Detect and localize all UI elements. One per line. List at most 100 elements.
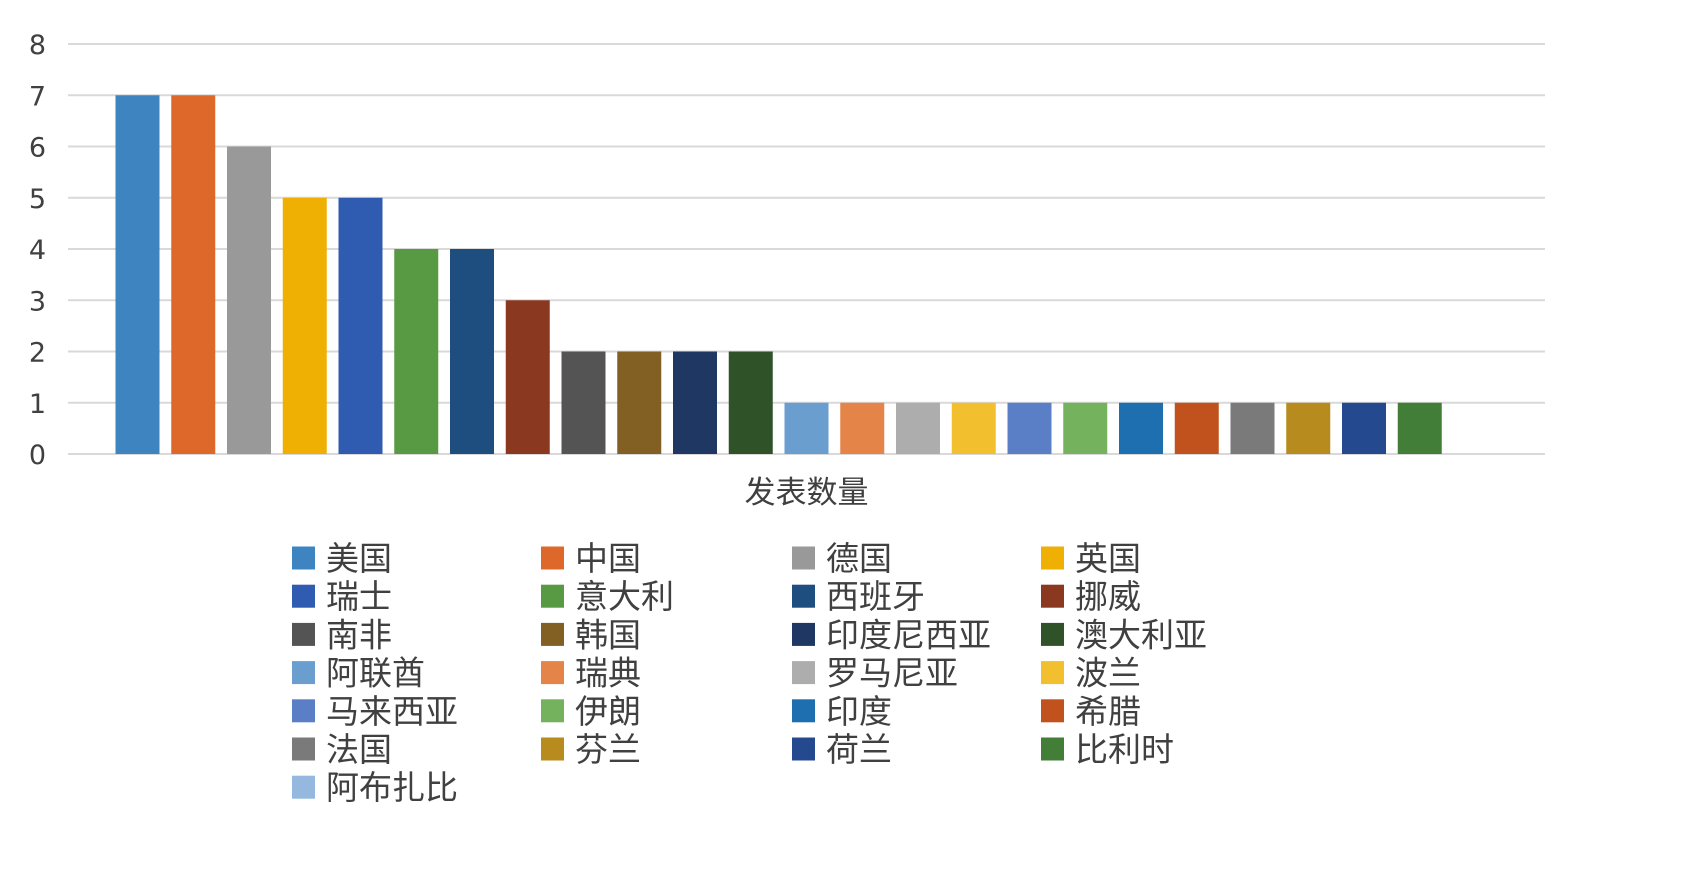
- bar: [1286, 402, 1331, 454]
- y-tick-label: 8: [29, 30, 46, 61]
- legend-swatch: [1041, 699, 1064, 723]
- legend-swatch: [541, 661, 564, 685]
- bar: [171, 95, 216, 454]
- bar: [115, 95, 160, 454]
- legend-item: 希腊: [1041, 692, 1141, 731]
- legend-item: 马来西亚: [292, 692, 458, 731]
- legend-label: 法国: [326, 730, 392, 769]
- legend-item: 英国: [1041, 539, 1141, 578]
- legend-item: 美国: [292, 539, 392, 578]
- legend-label: 西班牙: [826, 577, 925, 616]
- bar: [673, 351, 717, 454]
- bar: [394, 249, 439, 454]
- legend-item: 澳大利亚: [1041, 615, 1207, 654]
- legend-swatch: [792, 546, 815, 570]
- y-tick-label: 3: [29, 286, 46, 317]
- legend-swatch: [292, 584, 315, 608]
- bar: [784, 402, 829, 454]
- legend-label: 伊朗: [575, 692, 641, 731]
- legend-item: 德国: [792, 539, 892, 578]
- legend-label: 韩国: [575, 615, 641, 654]
- legend-label: 意大利: [575, 577, 674, 616]
- bar: [338, 197, 383, 454]
- legend-swatch: [541, 737, 564, 761]
- bar: [1063, 402, 1108, 454]
- y-tick-label: 7: [29, 81, 46, 112]
- legend-item: 印度尼西亚: [792, 615, 991, 654]
- legend-item: 中国: [541, 539, 641, 578]
- legend-swatch: [792, 584, 815, 608]
- bar: [1342, 402, 1386, 454]
- y-tick-label: 6: [29, 133, 46, 164]
- bar: [951, 402, 996, 454]
- y-tick-label: 1: [29, 389, 46, 420]
- legend-swatch: [292, 737, 315, 761]
- legend-label: 瑞士: [326, 577, 392, 616]
- bar: [1397, 402, 1442, 454]
- bar: [561, 351, 606, 454]
- y-tick-label: 2: [29, 338, 46, 369]
- legend-label: 荷兰: [826, 730, 892, 769]
- legend-swatch: [1041, 584, 1064, 608]
- legend-swatch: [292, 661, 315, 685]
- legend-item: 瑞士: [292, 577, 392, 616]
- legend-item: 罗马尼亚: [792, 654, 958, 693]
- legend-label: 印度: [826, 692, 892, 731]
- bar: [1119, 402, 1163, 454]
- legend-swatch: [1041, 661, 1064, 685]
- bar: [227, 146, 271, 454]
- legend-item: 阿布扎比: [292, 768, 458, 807]
- legend-label: 挪威: [1075, 577, 1141, 616]
- legend-swatch: [292, 699, 315, 723]
- bar: [617, 351, 662, 454]
- legend-label: 英国: [1075, 539, 1141, 578]
- legend-label: 瑞典: [575, 654, 641, 693]
- legend-label: 希腊: [1075, 692, 1141, 731]
- legend-item: 韩国: [541, 615, 641, 654]
- legend-item: 瑞典: [541, 654, 641, 693]
- bar: [840, 402, 885, 454]
- legend-label: 南非: [326, 615, 392, 654]
- legend-swatch: [1041, 622, 1064, 646]
- legend-label: 阿布扎比: [326, 768, 458, 807]
- legend-item: 芬兰: [541, 730, 641, 769]
- legend-swatch: [541, 622, 564, 646]
- y-tick-label: 4: [29, 235, 46, 266]
- legend-label: 中国: [575, 539, 641, 578]
- bar: [282, 197, 327, 454]
- legend-label: 比利时: [1075, 730, 1174, 769]
- legend-item: 南非: [292, 615, 392, 654]
- legend-item: 荷兰: [792, 730, 892, 769]
- legend-label: 马来西亚: [326, 692, 458, 731]
- legend-swatch: [541, 584, 564, 608]
- legend-item: 西班牙: [792, 577, 925, 616]
- legend-swatch: [292, 546, 315, 570]
- legend-label: 罗马尼亚: [826, 654, 958, 693]
- legend-label: 美国: [326, 539, 392, 578]
- legend-swatch: [1041, 737, 1064, 761]
- y-axis: 0 1 2 3 4 5 6 7 8: [29, 30, 46, 471]
- legend-item: 阿联酋: [292, 654, 425, 693]
- legend-item: 法国: [292, 730, 392, 769]
- legend-label: 阿联酋: [326, 654, 425, 693]
- legend-swatch: [292, 622, 315, 646]
- legend-swatch: [541, 546, 564, 570]
- legend-swatch: [792, 699, 815, 723]
- y-tick-label: 0: [29, 440, 46, 471]
- bar: [896, 402, 940, 454]
- legend-swatch: [1041, 546, 1064, 570]
- bar: [1007, 402, 1052, 454]
- legend-swatch: [792, 737, 815, 761]
- legend-label: 澳大利亚: [1075, 615, 1207, 654]
- legend-swatch: [541, 699, 564, 723]
- legend-label: 德国: [826, 539, 892, 578]
- bars: [115, 95, 1442, 454]
- legend-label: 芬兰: [575, 730, 641, 769]
- legend-swatch: [792, 661, 815, 685]
- legend-item: 意大利: [541, 577, 674, 616]
- bar: [1174, 402, 1219, 454]
- legend-swatch: [292, 775, 315, 799]
